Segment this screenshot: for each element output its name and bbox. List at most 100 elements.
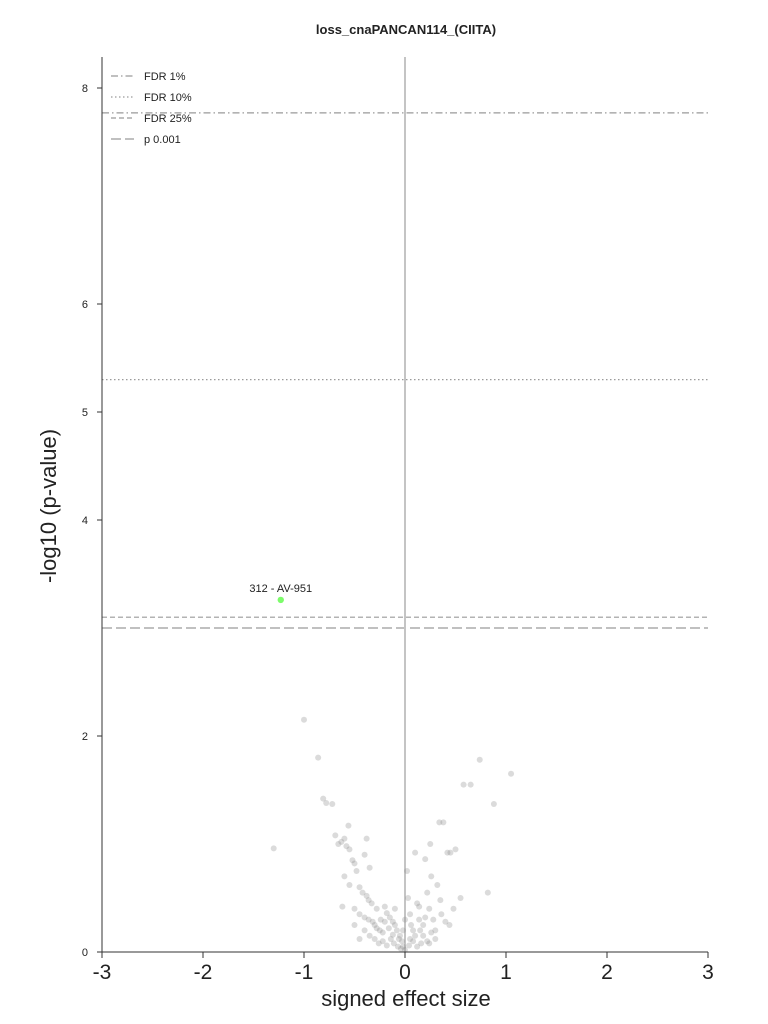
data-point bbox=[323, 799, 330, 806]
data-point bbox=[457, 895, 464, 901]
data-point bbox=[438, 911, 445, 918]
axes: -3 -2 -1 0 1 2 3 0 2 4 5 6 8 bbox=[82, 57, 714, 984]
data-point bbox=[395, 936, 402, 943]
data-point bbox=[407, 911, 414, 918]
data-point bbox=[361, 914, 368, 921]
data-point bbox=[346, 882, 353, 889]
data-point bbox=[341, 873, 348, 880]
data-point bbox=[371, 922, 378, 928]
data-point bbox=[447, 849, 454, 856]
x-tick-label: 2 bbox=[601, 961, 613, 984]
data-point bbox=[432, 927, 439, 934]
data-point bbox=[410, 927, 417, 934]
data-point bbox=[391, 922, 398, 928]
data-point bbox=[377, 916, 384, 923]
y-tick-label: 0 bbox=[82, 947, 88, 959]
data-point bbox=[402, 946, 408, 953]
data-point bbox=[399, 943, 406, 950]
data-point bbox=[383, 910, 390, 917]
data-point bbox=[422, 914, 429, 921]
x-tick-label: -1 bbox=[295, 961, 314, 984]
data-point bbox=[343, 843, 350, 850]
data-point bbox=[408, 922, 415, 928]
data-point bbox=[399, 927, 406, 934]
data-point bbox=[349, 857, 356, 864]
data-point bbox=[301, 716, 307, 723]
highlight-label: 312 - AV-951 bbox=[249, 583, 312, 595]
data-point bbox=[345, 822, 352, 829]
data-point bbox=[397, 945, 404, 952]
data-point bbox=[410, 938, 417, 945]
x-axis-label: signed effect size bbox=[321, 986, 491, 1011]
data-point bbox=[363, 835, 370, 842]
data-point bbox=[420, 922, 427, 928]
data-point bbox=[375, 940, 382, 947]
data-point bbox=[416, 916, 423, 923]
data-point bbox=[484, 889, 491, 896]
data-point bbox=[393, 927, 400, 934]
data-point bbox=[412, 849, 419, 856]
data-point bbox=[390, 940, 397, 947]
data-point bbox=[361, 927, 368, 934]
data-point bbox=[428, 873, 435, 880]
data-point bbox=[437, 897, 444, 904]
data-point bbox=[366, 864, 373, 871]
y-tick-label: 2 bbox=[82, 731, 88, 743]
data-point bbox=[428, 929, 435, 936]
data-point bbox=[460, 781, 467, 788]
data-point bbox=[353, 868, 360, 874]
data-point bbox=[446, 922, 453, 928]
data-point bbox=[452, 846, 459, 853]
y-tick-label: 5 bbox=[82, 407, 88, 419]
data-point bbox=[426, 940, 433, 947]
legend-label: FDR 25% bbox=[144, 113, 192, 125]
data-point bbox=[406, 942, 413, 949]
data-point bbox=[365, 916, 372, 923]
data-point bbox=[356, 911, 363, 918]
data-point bbox=[376, 927, 383, 934]
data-point bbox=[366, 932, 373, 939]
data-point bbox=[490, 801, 497, 808]
data-point bbox=[379, 929, 386, 936]
data-point bbox=[442, 918, 449, 925]
data-point bbox=[417, 927, 424, 934]
data-point bbox=[371, 936, 378, 943]
data-point bbox=[427, 841, 434, 847]
data-point bbox=[414, 943, 421, 950]
data-point bbox=[476, 756, 483, 763]
data-point bbox=[359, 889, 366, 896]
x-tick-label: 1 bbox=[500, 961, 512, 984]
data-point bbox=[351, 905, 358, 912]
data-point bbox=[373, 905, 380, 912]
data-point bbox=[361, 851, 368, 858]
data-points: 312 - AV-951 bbox=[249, 583, 515, 953]
data-point bbox=[369, 918, 376, 925]
data-point bbox=[379, 938, 386, 945]
data-point bbox=[426, 905, 433, 912]
data-point bbox=[394, 943, 401, 950]
data-point bbox=[346, 846, 353, 853]
data-point bbox=[363, 892, 370, 899]
highlight-point bbox=[277, 596, 284, 604]
data-point bbox=[391, 905, 398, 912]
data-point bbox=[444, 849, 451, 856]
data-point bbox=[398, 938, 405, 945]
data-point bbox=[404, 868, 411, 874]
data-point bbox=[418, 940, 425, 947]
data-point bbox=[432, 936, 439, 943]
data-point bbox=[412, 932, 419, 939]
data-point bbox=[450, 905, 457, 912]
y-tick-label: 8 bbox=[82, 83, 88, 95]
threshold-lines bbox=[102, 57, 708, 952]
data-point bbox=[315, 754, 322, 761]
data-point bbox=[338, 838, 345, 845]
data-point bbox=[335, 841, 342, 847]
data-point bbox=[351, 922, 358, 928]
data-point bbox=[270, 845, 277, 852]
data-point bbox=[436, 819, 443, 826]
data-point bbox=[351, 860, 358, 867]
data-point bbox=[387, 936, 394, 943]
data-point bbox=[405, 895, 412, 901]
data-point bbox=[385, 925, 392, 932]
x-tick-label: -2 bbox=[194, 961, 213, 984]
